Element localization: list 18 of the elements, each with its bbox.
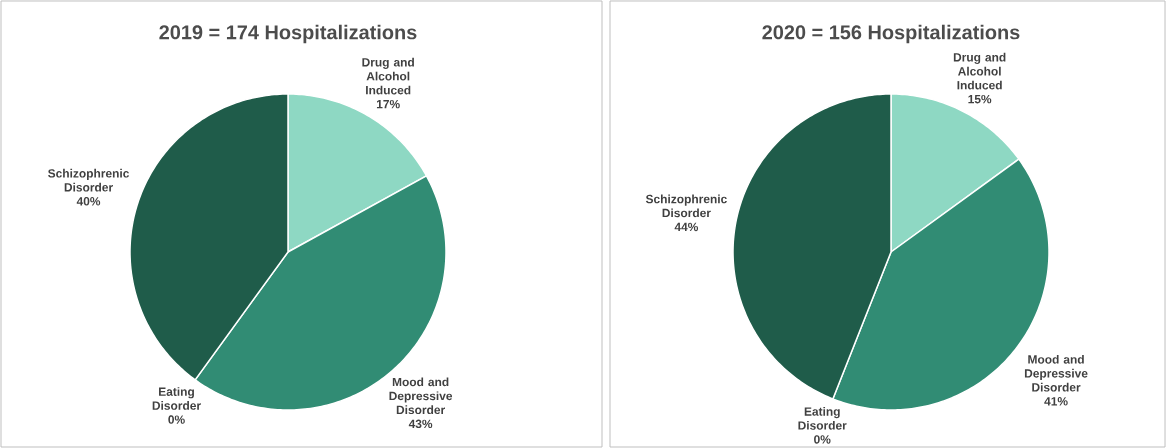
slice-label: Drug and Alcohol Induced <box>362 57 414 95</box>
data-label: 44% <box>674 222 699 232</box>
slice-label: Drug and Alcohol Induced <box>953 52 1006 90</box>
data-label: 17% <box>376 99 400 109</box>
chart-title: 2020 = 156 Hospitalizations <box>762 24 1020 44</box>
data-label: 43% <box>408 419 433 429</box>
category-label: Eating Disorder <box>798 406 847 430</box>
category-label: Eating Disorder <box>152 387 201 410</box>
slice-label: Schizophrenic Disorder <box>48 168 130 192</box>
data-label: 41% <box>1044 397 1068 406</box>
slice-label: Mood and Depressive Disorder <box>1024 354 1088 392</box>
slice-label: Mood and Depressive Disorder <box>389 377 453 415</box>
text: 0% <box>168 415 185 424</box>
slice-label: Schizophrenic Disorder <box>645 194 727 218</box>
data-label: 40% <box>76 197 101 206</box>
data-label: 15% <box>968 94 992 104</box>
text: 0% <box>814 435 831 444</box>
chart-title: 2019 = 174 Hospitalizations <box>159 24 417 44</box>
